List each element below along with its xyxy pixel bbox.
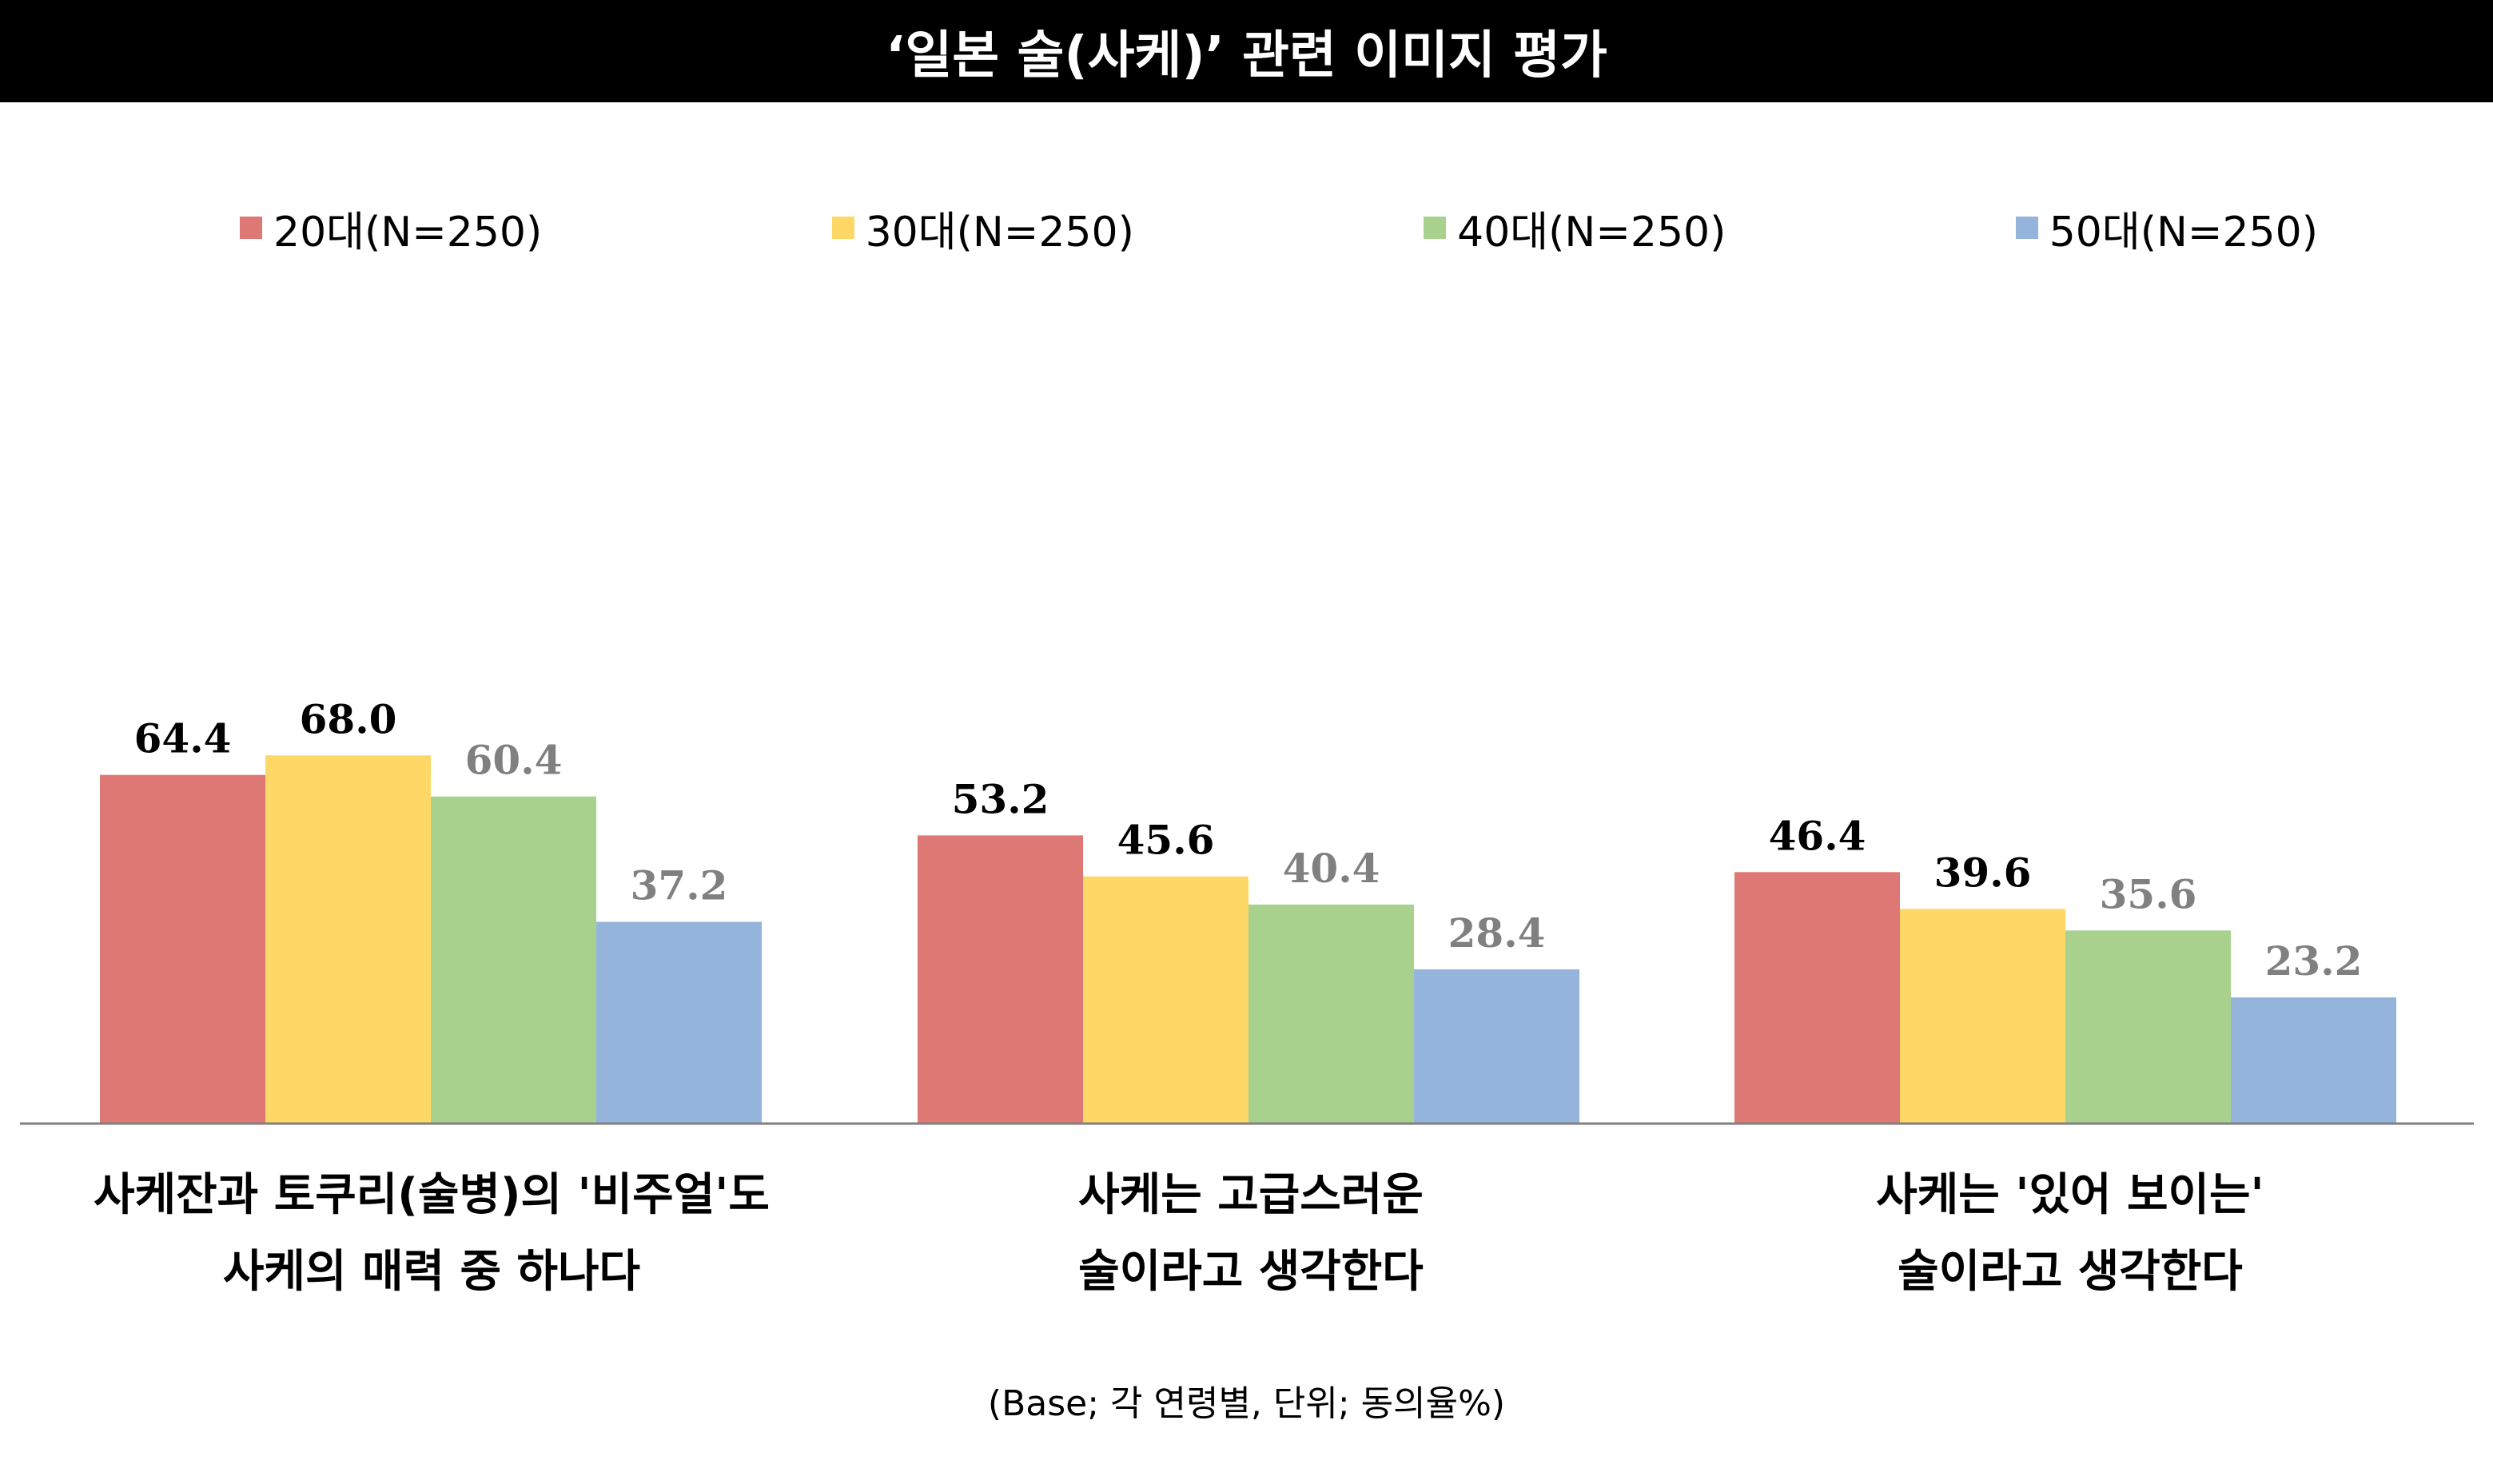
bar-20s-cat1 — [100, 774, 265, 1123]
bar-40s-cat2 — [1248, 904, 1414, 1123]
category-label-premium-line2: 술이라고 생각한다 — [1078, 1246, 1424, 1298]
bar-50s-cat1 — [596, 921, 762, 1123]
value-label-20s-cat3: 46.4 — [1769, 812, 1866, 859]
legend-item-20s: 20대(N=250) — [240, 198, 542, 258]
value-label-50s-cat1: 37.2 — [631, 862, 728, 909]
category-label-visual: 사케잔과 토쿠리(술병)의 '비주얼'도 사케의 매력 중 하나다 — [32, 1157, 831, 1311]
value-label-50s-cat2: 28.4 — [1448, 909, 1546, 957]
value-label-40s-cat2: 40.4 — [1283, 845, 1380, 892]
legend-swatch-30s — [831, 217, 854, 239]
value-label-50s-cat3: 23.2 — [2265, 937, 2363, 985]
bar-50s-cat2 — [1414, 969, 1579, 1123]
value-label-20s-cat1: 64.4 — [134, 715, 232, 762]
category-label-premium: 사케는 고급스러운 술이라고 생각한다 — [851, 1157, 1651, 1311]
legend-item-30s: 30대(N=250) — [831, 198, 1134, 258]
legend-swatch-40s — [1424, 217, 1447, 239]
value-label-20s-cat2: 53.2 — [952, 775, 1049, 822]
value-label-30s-cat1: 68.0 — [300, 695, 397, 742]
chart-title: ‘일본 술(사케)’ 관련 이미지 평가 — [0, 0, 2493, 102]
bar-30s-cat3 — [1900, 909, 2065, 1123]
legend-label-40s: 40대(N=250) — [1457, 208, 1726, 257]
value-label-30s-cat2: 45.6 — [1117, 817, 1215, 864]
legend-label-20s: 20대(N=250) — [273, 208, 543, 257]
category-label-classy-line2: 술이라고 생각한다 — [1898, 1246, 2243, 1298]
bar-40s-cat3 — [2065, 930, 2231, 1123]
value-label-30s-cat3: 39.6 — [1934, 849, 2032, 896]
legend-item-40s: 40대(N=250) — [1424, 198, 1726, 258]
footnote: (Base; 각 연령별, 단위; 동의율%) — [987, 1383, 1506, 1424]
bar-30s-cat1 — [265, 755, 431, 1123]
value-label-40s-cat1: 60.4 — [465, 737, 563, 784]
legend: 20대(N=250) 30대(N=250) 40대(N=250) 50대(N=2… — [240, 198, 2318, 258]
bar-50s-cat3 — [2231, 997, 2396, 1123]
bar-20s-cat3 — [1734, 872, 1900, 1123]
category-label-premium-line1: 사케는 고급스러운 — [1078, 1169, 1424, 1221]
bar-20s-cat2 — [918, 835, 1083, 1123]
legend-swatch-50s — [2015, 217, 2038, 239]
bar-30s-cat2 — [1083, 876, 1248, 1123]
legend-label-30s: 30대(N=250) — [865, 208, 1134, 257]
category-label-classy-line1: 사케는 '있어 보이는' — [1876, 1169, 2264, 1221]
legend-label-50s: 50대(N=250) — [2049, 208, 2318, 257]
category-label-classy: 사케는 '있어 보이는' 술이라고 생각한다 — [1671, 1157, 2470, 1311]
bar-chart: 64.4 68.0 60.4 37.2 53.2 45.6 40.4 28.4 46.4 39.6… — [20, 695, 2474, 1125]
category-label-visual-line2: 사케의 매력 중 하나다 — [222, 1246, 641, 1298]
bar-40s-cat1 — [431, 796, 596, 1123]
legend-swatch-20s — [240, 217, 262, 239]
legend-item-50s: 50대(N=250) — [2015, 198, 2318, 258]
category-label-visual-line1: 사케잔과 토쿠리(술병)의 '비주얼'도 — [94, 1169, 770, 1221]
value-label-40s-cat3: 35.6 — [2100, 870, 2197, 917]
